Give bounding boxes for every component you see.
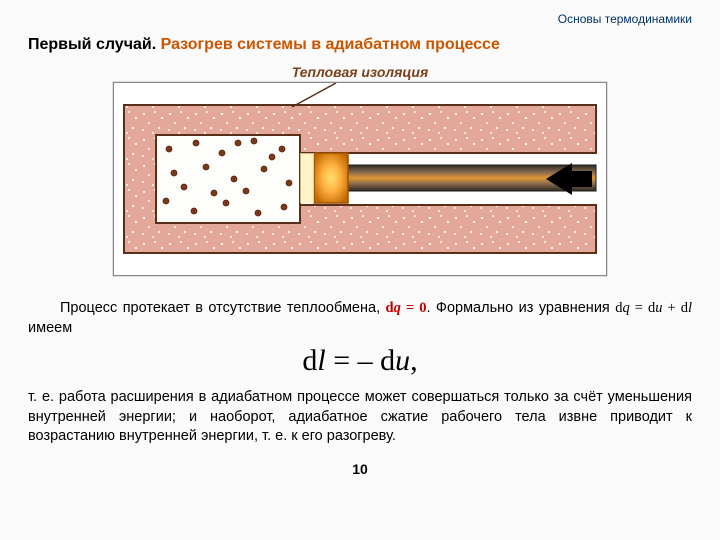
insulation-label: Тепловая изоляция [28, 64, 692, 80]
title-part-2: Разогрев системы в адиабатном процессе [156, 36, 500, 53]
paragraph-2: т. е. работа расширения в адиабатном про… [28, 388, 692, 447]
gas-cavity [156, 135, 300, 223]
paragraph-1: Процесс протекает в отсутствие теплообме… [28, 299, 692, 338]
p1-inline-eq: dq = du + dl [615, 300, 692, 316]
page-title: Первый случай. Разогрев системы в адиаба… [28, 36, 692, 54]
p1-text-b: . Формально из уравнения [426, 300, 615, 316]
page-number: 10 [28, 461, 692, 477]
p1-dq0: dq = 0 [386, 300, 427, 316]
p1-text-a: Процесс протекает в отсутствие теплообме… [60, 300, 386, 316]
title-part-1: Первый случай. [28, 36, 156, 53]
main-equation: dl = – du, [28, 344, 692, 378]
adiabatic-diagram [113, 82, 607, 276]
p1-text-c: имеем [28, 320, 72, 336]
breadcrumb: Основы термодинамики [28, 12, 692, 26]
label-leader [292, 83, 336, 107]
figure-container: Тепловая изоляция [28, 64, 692, 281]
